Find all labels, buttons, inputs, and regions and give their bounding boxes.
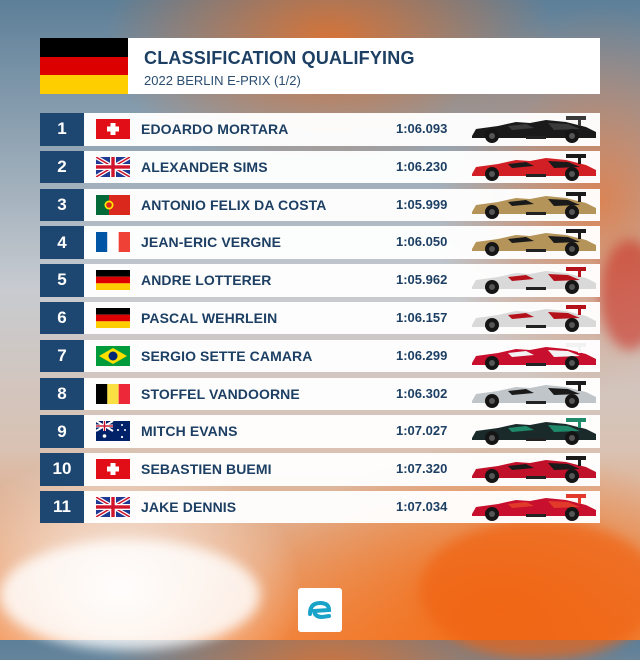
uk-flag-icon: [96, 156, 130, 177]
switzerland-flag-icon: [96, 459, 130, 480]
driver-name: ALEXANDER SIMS: [141, 158, 268, 175]
lap-time: 1:06.230: [396, 158, 448, 174]
classification-row: 8 STOFFEL VANDOORNE 1:06.302: [40, 377, 600, 411]
race-car-icon: [468, 227, 600, 258]
lap-time: 1:06.093: [396, 121, 448, 136]
germany-flag-icon: [96, 270, 130, 291]
position-badge: 2: [40, 150, 84, 184]
driver-name: PASCAL WEHRLEIN: [141, 309, 278, 326]
brazil-flag-icon: [96, 345, 130, 366]
classification-row: 3 ANTONIO FELIX DA COSTA 1:05.999: [40, 188, 600, 222]
position-badge: 5: [40, 264, 84, 297]
australia-flag-icon: [96, 421, 130, 442]
lap-time: 1:06.299: [396, 347, 448, 363]
race-car-icon: [468, 492, 600, 523]
row-bar: ALEXANDER SIMS 1:06.230: [84, 150, 600, 184]
race-car-icon: [468, 190, 600, 221]
position-badge: 1: [40, 113, 84, 146]
lap-time: 1:06.302: [396, 385, 448, 401]
lap-time: 1:07.320: [396, 461, 448, 477]
classification-row: 5 ANDRE LOTTERER 1:05.962: [40, 264, 600, 297]
row-bar: SEBASTIEN BUEMI 1:07.320: [84, 453, 600, 486]
classification-list: 1 EDOARDO MORTARA 1:06.093 2 ALEXANDER S…: [40, 113, 600, 529]
row-bar: PASCAL WEHRLEIN 1:06.157: [84, 301, 600, 335]
driver-name: SEBASTIEN BUEMI: [141, 461, 272, 478]
uk-flag-icon: [96, 496, 130, 517]
background-blur-white: [0, 540, 260, 650]
race-car-icon: [468, 341, 600, 372]
classification-row: 4 JEAN-ERIC VERGNE 1:06.050: [40, 226, 600, 259]
germany-flag-icon: [96, 307, 130, 328]
race-car-icon: [468, 454, 600, 485]
position-badge: 7: [40, 339, 84, 373]
classification-row: 1 EDOARDO MORTARA 1:06.093: [40, 113, 600, 146]
driver-name: ANDRE LOTTERER: [141, 272, 272, 289]
driver-name: ANTONIO FELIX DA COSTA: [141, 196, 327, 213]
portugal-flag-icon: [96, 194, 130, 215]
row-bar: MITCH EVANS 1:07.027: [84, 415, 600, 448]
row-bar: ANDRE LOTTERER 1:05.962: [84, 264, 600, 297]
position-badge: 10: [40, 453, 84, 486]
row-bar: SERGIO SETTE CAMARA 1:06.299: [84, 339, 600, 373]
lap-time: 1:07.034: [396, 498, 448, 514]
row-bar: JEAN-ERIC VERGNE 1:06.050: [84, 226, 600, 259]
position-badge: 6: [40, 301, 84, 335]
switzerland-flag-icon: [96, 119, 130, 139]
driver-name: EDOARDO MORTARA: [141, 121, 289, 137]
background-blur-orange: [420, 520, 640, 660]
position-badge: 9: [40, 415, 84, 448]
race-car-icon: [468, 303, 600, 334]
lap-time: 1:06.157: [396, 309, 448, 325]
classification-row: 7 SERGIO SETTE CAMARA 1:06.299: [40, 339, 600, 373]
formula-e-logo-icon: [298, 588, 342, 632]
race-car-icon: [468, 379, 600, 410]
lap-time: 1:06.050: [396, 234, 448, 250]
lap-time: 1:05.962: [396, 272, 448, 288]
classification-row: 6 PASCAL WEHRLEIN 1:06.157: [40, 301, 600, 335]
position-badge: 8: [40, 377, 84, 411]
lap-time: 1:07.027: [396, 423, 448, 439]
position-badge: 11: [40, 490, 84, 524]
page-title: CLASSIFICATION QUALIFYING: [144, 48, 415, 68]
classification-row: 10 SEBASTIEN BUEMI 1:07.320: [40, 453, 600, 486]
race-car-icon: [468, 416, 600, 447]
belgium-flag-icon: [96, 383, 130, 404]
background-blur-red: [600, 240, 640, 350]
row-bar: ANTONIO FELIX DA COSTA 1:05.999: [84, 188, 600, 222]
driver-name: STOFFEL VANDOORNE: [141, 385, 300, 402]
france-flag-icon: [96, 232, 130, 253]
page-subtitle: 2022 BERLIN E-PRIX (1/2): [144, 73, 301, 88]
classification-row: 2 ALEXANDER SIMS 1:06.230: [40, 150, 600, 184]
position-badge: 3: [40, 188, 84, 222]
race-car-icon: [468, 114, 600, 145]
germany-flag-icon: [40, 38, 128, 94]
row-bar: EDOARDO MORTARA 1:06.093: [84, 113, 600, 146]
driver-name: JEAN-ERIC VERGNE: [141, 234, 282, 251]
classification-row: 9 MITCH EVANS 1:07.027: [40, 415, 600, 448]
driver-name: MITCH EVANS: [141, 423, 238, 440]
driver-name: JAKE DENNIS: [141, 498, 237, 515]
row-bar: STOFFEL VANDOORNE 1:06.302: [84, 377, 600, 411]
header-panel: CLASSIFICATION QUALIFYING 2022 BERLIN E-…: [40, 38, 600, 94]
race-car-icon: [468, 265, 600, 296]
classification-row: 11 JAKE DENNIS 1:07.034: [40, 490, 600, 524]
lap-time: 1:05.999: [396, 196, 448, 212]
race-car-icon: [468, 152, 600, 183]
position-badge: 4: [40, 226, 84, 259]
row-bar: JAKE DENNIS 1:07.034: [84, 490, 600, 524]
driver-name: SERGIO SETTE CAMARA: [141, 347, 313, 364]
